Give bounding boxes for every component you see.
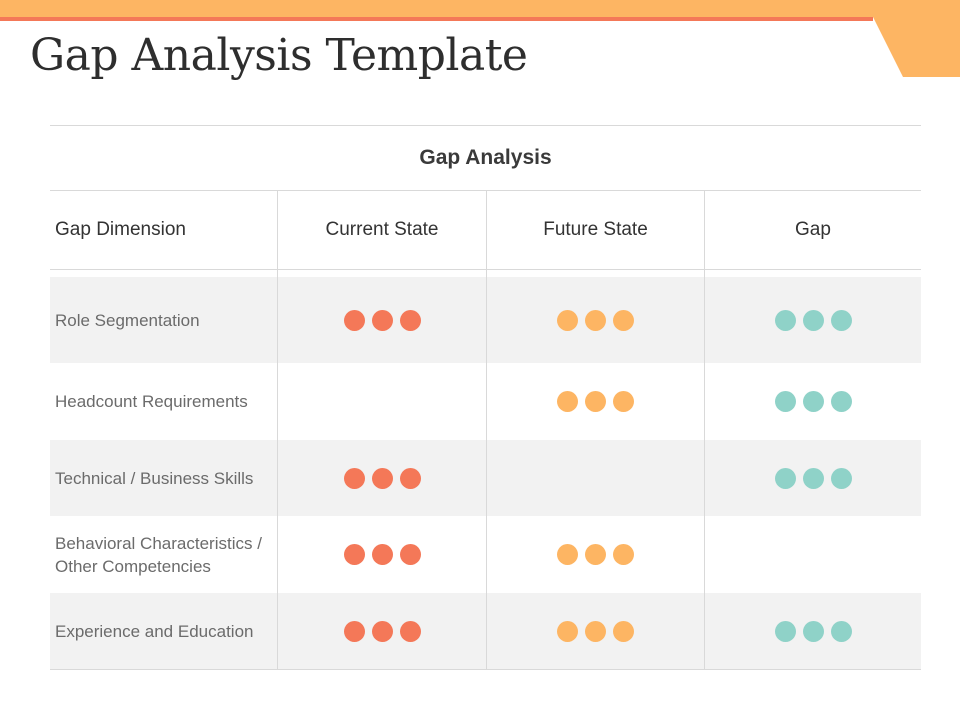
rating-dot-icon — [371, 620, 393, 642]
rating-dot-icon — [557, 309, 578, 331]
page-title: Gap Analysis Template — [30, 30, 528, 81]
table-top-rule — [50, 125, 921, 126]
table-row: Role Segmentation — [50, 277, 921, 363]
rating-dot-icon — [343, 620, 365, 642]
gap-cell — [704, 277, 921, 363]
table-header-row: Gap Dimension Current State Future State… — [50, 191, 921, 270]
rating-dot-icon — [802, 467, 824, 489]
rating-dot-icon — [343, 544, 365, 565]
future-state-rating — [557, 620, 634, 642]
future-state-rating — [557, 309, 634, 331]
table-row: Behavioral Characteristics / Other Compe… — [50, 516, 921, 593]
rating-dot-icon — [802, 620, 824, 642]
rating-dot-icon — [399, 467, 421, 489]
current-state-rating — [343, 309, 421, 331]
rating-dot-icon — [774, 467, 796, 489]
rating-dot-icon — [802, 309, 824, 331]
rating-dot-icon — [774, 309, 796, 331]
current-state-rating — [343, 467, 421, 489]
table-row: Experience and Education — [50, 593, 921, 669]
future-state-rating — [557, 391, 634, 412]
row-label: Behavioral Characteristics / Other Compe… — [55, 533, 262, 576]
future-state-cell — [486, 363, 704, 440]
rating-dot-icon — [613, 391, 634, 412]
table-row: Headcount Requirements — [50, 363, 921, 440]
rating-dot-icon — [830, 391, 852, 412]
future-state-rating — [557, 544, 634, 565]
future-state-cell — [486, 516, 704, 593]
rating-dot-icon — [343, 309, 365, 331]
rating-dot-icon — [557, 391, 578, 412]
header-future-state: Future State — [486, 191, 704, 269]
rating-dot-icon — [399, 309, 421, 331]
rating-dot-icon — [802, 391, 824, 412]
current-state-cell — [277, 440, 486, 516]
rating-dot-icon — [585, 544, 606, 565]
current-state-cell — [277, 516, 486, 593]
current-state-rating — [343, 620, 421, 642]
gap-rating — [774, 620, 852, 642]
table-caption: Gap Analysis — [419, 146, 552, 169]
rating-dot-icon — [613, 544, 634, 565]
current-state-cell — [277, 277, 486, 363]
top-orange-stripe — [0, 0, 960, 17]
header-current-state: Current State — [277, 191, 486, 269]
gap-rating — [774, 309, 852, 331]
gap-cell — [704, 516, 921, 593]
rating-dot-icon — [585, 391, 606, 412]
current-state-rating — [343, 544, 421, 565]
top-red-accent-line — [0, 17, 873, 21]
table-row: Technical / Business Skills — [50, 440, 921, 516]
future-state-cell — [486, 593, 704, 669]
corner-decoration — [873, 17, 960, 77]
future-state-cell — [486, 277, 704, 363]
future-state-cell — [486, 440, 704, 516]
gap-rating — [774, 467, 852, 489]
table-body: Role Segmentation Headcount Requirements T… — [50, 277, 921, 669]
header-spacer — [50, 270, 921, 277]
gap-analysis-table: Gap Analysis Gap Dimension Current State… — [50, 125, 921, 670]
rating-dot-icon — [774, 620, 796, 642]
row-label: Experience and Education — [55, 621, 254, 641]
header-gap-dimension: Gap Dimension — [55, 219, 186, 240]
rating-dot-icon — [343, 467, 365, 489]
rating-dot-icon — [585, 620, 606, 642]
rating-dot-icon — [585, 309, 606, 331]
rating-dot-icon — [371, 544, 393, 565]
rating-dot-icon — [371, 309, 393, 331]
rating-dot-icon — [830, 467, 852, 489]
rating-dot-icon — [371, 467, 393, 489]
rating-dot-icon — [399, 620, 421, 642]
gap-cell — [704, 363, 921, 440]
rating-dot-icon — [399, 544, 421, 565]
rating-dot-icon — [774, 391, 796, 412]
table-bottom-rule — [50, 669, 921, 670]
caption-divider — [50, 190, 921, 191]
row-label: Technical / Business Skills — [55, 468, 254, 488]
rating-dot-icon — [557, 544, 578, 565]
top-decorative-band — [0, 0, 960, 21]
rating-dot-icon — [830, 309, 852, 331]
gap-rating — [774, 391, 852, 412]
gap-cell — [704, 440, 921, 516]
rating-dot-icon — [613, 620, 634, 642]
current-state-cell — [277, 593, 486, 669]
row-label: Headcount Requirements — [55, 392, 248, 411]
current-state-cell — [277, 363, 486, 440]
gap-cell — [704, 593, 921, 669]
header-gap: Gap — [704, 191, 921, 269]
rating-dot-icon — [613, 309, 634, 331]
rating-dot-icon — [830, 620, 852, 642]
rating-dot-icon — [557, 620, 578, 642]
row-label: Role Segmentation — [55, 310, 200, 330]
